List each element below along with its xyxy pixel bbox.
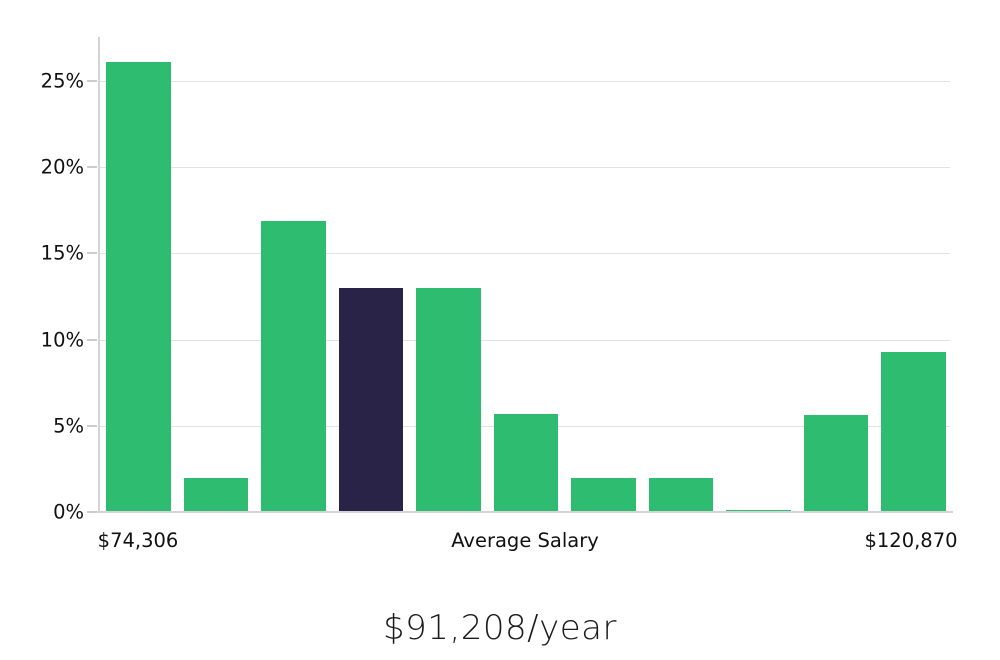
histogram-bar	[571, 477, 636, 512]
y-tick-label: 20%	[40, 155, 84, 179]
y-tick-mark	[87, 338, 97, 341]
y-tick-mark	[87, 166, 97, 169]
average-salary-title: $91,208/year	[383, 608, 617, 648]
y-tick-label: 25%	[40, 69, 84, 93]
x-axis-spine	[97, 511, 953, 513]
histogram-bar	[416, 287, 481, 512]
gridline	[99, 253, 950, 255]
y-tick-label: 10%	[40, 327, 84, 351]
gridline	[99, 339, 950, 341]
histogram-bar	[648, 477, 713, 512]
x-axis-title: Average Salary	[451, 529, 599, 552]
x-label-max-salary: $120,870	[864, 529, 958, 552]
histogram-bar	[493, 413, 558, 512]
y-tick-mark	[87, 80, 97, 83]
y-tick-label: 15%	[40, 241, 84, 265]
histogram-bar	[881, 351, 946, 512]
histogram-bar	[183, 477, 248, 512]
gridline	[99, 167, 950, 169]
histogram-bar-highlighted	[338, 287, 403, 512]
plot-area	[99, 38, 950, 513]
y-tick-label: 5%	[53, 414, 84, 438]
y-tick-mark	[87, 252, 97, 255]
x-label-min-salary: $74,306	[97, 529, 179, 552]
y-tick-label: 0%	[53, 500, 84, 524]
histogram-bar	[803, 415, 868, 512]
y-tick-mark	[87, 511, 97, 513]
y-tick-mark	[87, 424, 97, 427]
histogram-bar	[261, 220, 326, 512]
gridline	[99, 81, 950, 83]
histogram-bar	[106, 62, 171, 512]
y-axis-spine	[98, 37, 100, 513]
